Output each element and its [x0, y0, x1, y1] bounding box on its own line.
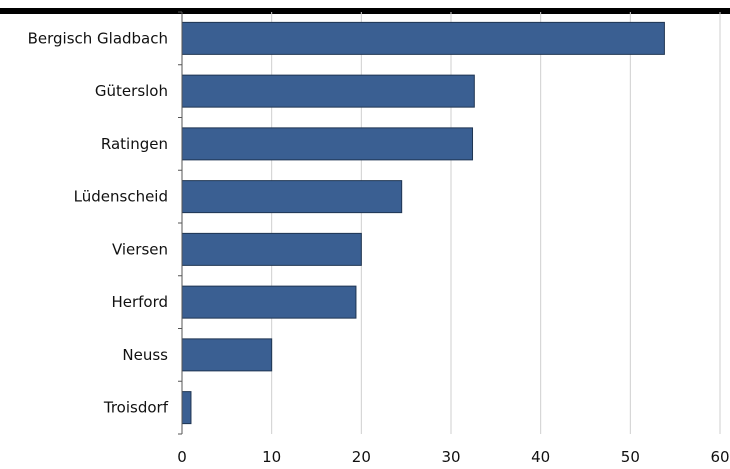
- category-labels: Bergisch Gladbach Gütersloh Ratingen Lüdens…: [28, 29, 169, 416]
- category-label: Bergisch Gladbach: [28, 29, 168, 47]
- bar: [181, 232, 362, 266]
- x-tick-label: 0: [177, 448, 187, 466]
- bar: [181, 391, 192, 425]
- bar: [181, 285, 357, 319]
- category-label: Herford: [111, 293, 168, 311]
- category-label: Neuss: [122, 346, 168, 364]
- x-axis-tick-labels: 0 10 20 30 40 50 60: [177, 448, 729, 466]
- x-tick-label: 50: [621, 448, 640, 466]
- x-tick-label: 10: [262, 448, 281, 466]
- category-label: Gütersloh: [95, 82, 168, 100]
- x-tick-label: 60: [710, 448, 729, 466]
- bar: [181, 338, 273, 372]
- bar: [181, 180, 403, 214]
- category-label: Troisdorf: [103, 399, 169, 417]
- bar: [181, 74, 475, 108]
- y-axis-ticks: [178, 11, 182, 435]
- bar: [181, 127, 474, 161]
- bar: [181, 21, 665, 55]
- category-label: Lüdenscheid: [74, 188, 168, 206]
- category-label: Viersen: [112, 240, 168, 258]
- top-rule: [0, 8, 730, 14]
- bars: [181, 21, 665, 425]
- category-label: Ratingen: [101, 135, 168, 153]
- x-tick-label: 30: [441, 448, 460, 466]
- x-tick-label: 40: [531, 448, 550, 466]
- x-tick-label: 20: [352, 448, 371, 466]
